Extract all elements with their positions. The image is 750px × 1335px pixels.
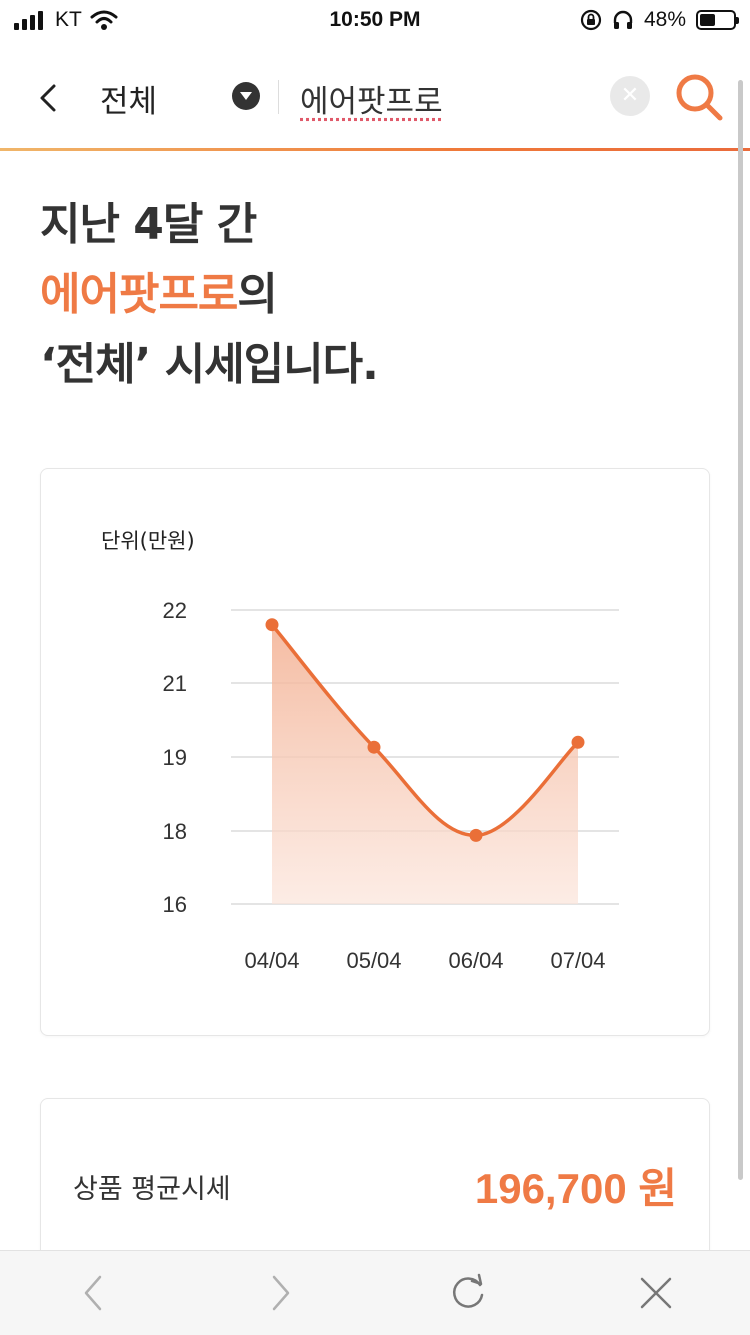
status-right: 48% xyxy=(580,8,736,32)
browser-back-button[interactable] xyxy=(72,1271,116,1315)
browser-forward-button[interactable] xyxy=(258,1271,302,1315)
y-tick-label: 16 xyxy=(163,892,187,917)
headline-line2: 에어팟프로의 xyxy=(40,260,378,330)
close-icon: ✕ xyxy=(621,83,639,108)
x-tick-label: 07/04 xyxy=(550,948,605,973)
status-bar: KT 10:50 PM 48% xyxy=(0,0,750,42)
y-tick-label: 18 xyxy=(163,819,187,844)
rotation-lock-icon xyxy=(580,9,602,31)
page-headline: 지난 4달 간 에어팟프로의 ‘전체’ 시세입니다. xyxy=(40,190,378,400)
back-button[interactable] xyxy=(30,78,70,118)
caret-down-icon[interactable] xyxy=(232,82,260,110)
x-tick-label: 05/04 xyxy=(346,948,401,973)
browser-toolbar xyxy=(0,1250,750,1335)
headline-product: 에어팟프로 xyxy=(40,269,237,320)
price-area xyxy=(272,625,578,904)
average-price-value: 196,700 원 xyxy=(475,1155,677,1216)
price-point[interactable] xyxy=(368,741,381,754)
browser-close-button[interactable] xyxy=(634,1271,678,1315)
average-price-label: 상품 평균시세 xyxy=(73,1167,231,1206)
x-tick-label: 06/04 xyxy=(448,948,503,973)
battery-percent: 48% xyxy=(644,8,686,32)
search-header: 전체 에어팟프로 ✕ xyxy=(0,50,750,148)
search-input[interactable]: 에어팟프로 xyxy=(300,76,443,121)
price-chart: 22 21 19 18 16 04/04 05/04 06/04 07/04 xyxy=(41,469,709,1035)
search-button[interactable] xyxy=(672,70,726,124)
headline-line3: ‘전체’ 시세입니다. xyxy=(40,330,378,400)
refresh-button[interactable] xyxy=(446,1271,490,1315)
y-tick-label: 22 xyxy=(163,598,187,623)
clear-button[interactable]: ✕ xyxy=(610,76,650,116)
headline-suffix: 의 xyxy=(237,269,276,320)
y-tick-label: 19 xyxy=(163,745,187,770)
price-chart-card: 단위(만원) 22 21 19 18 16 04/04 05/04 06/04 07/04 xyxy=(40,468,710,1036)
header-underline xyxy=(0,148,750,151)
battery-fill xyxy=(700,14,715,26)
headline-line1: 지난 4달 간 xyxy=(40,190,378,260)
header-divider xyxy=(278,80,279,114)
y-tick-label: 21 xyxy=(163,671,187,696)
battery-icon xyxy=(696,10,736,30)
headphones-icon xyxy=(612,9,634,31)
price-point[interactable] xyxy=(470,829,483,842)
price-point[interactable] xyxy=(572,736,585,749)
scroll-indicator[interactable] xyxy=(738,80,743,1180)
price-point[interactable] xyxy=(266,618,279,631)
x-tick-label: 04/04 xyxy=(244,948,299,973)
category-label[interactable]: 전체 xyxy=(100,76,157,121)
